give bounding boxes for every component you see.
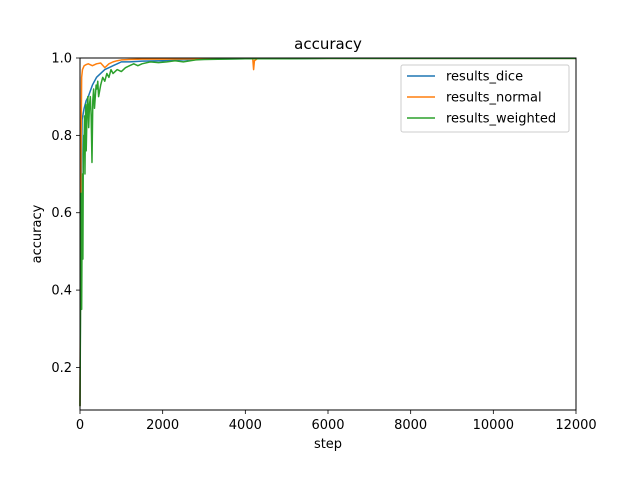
x-tick-label: 8000 [394, 418, 427, 433]
x-tick-label: 10000 [473, 418, 514, 433]
x-tick-label: 6000 [311, 418, 344, 433]
y-tick-label: 0.6 [51, 206, 72, 221]
x-axis-label: step [314, 437, 342, 452]
x-tick-label: 0 [76, 418, 84, 433]
y-axis-ticks: 0.2 0.4 0.6 0.8 1.0 [51, 52, 80, 376]
y-tick-label: 0.2 [51, 361, 72, 376]
legend: results_dice results_normal results_weight… [400, 64, 570, 133]
legend-label-results_weighted: results_weighted [446, 112, 556, 127]
y-tick-label: 1.0 [51, 52, 72, 67]
x-tick-label: 2000 [146, 418, 179, 433]
y-tick-label: 0.4 [51, 284, 72, 299]
y-axis-label: accuracy [30, 204, 45, 263]
legend-label-results_dice: results_dice [446, 70, 523, 85]
x-tick-label: 4000 [229, 418, 262, 433]
legend-box [400, 64, 570, 133]
legend-label-results_normal: results_normal [446, 91, 542, 106]
x-axis-ticks: 0 2000 4000 6000 8000 10000 12000 [76, 410, 597, 433]
series-line-results_weighted [79, 57, 576, 407]
x-tick-label: 12000 [555, 418, 596, 433]
y-tick-label: 0.8 [51, 129, 72, 144]
chart-title: accuracy [294, 35, 362, 53]
